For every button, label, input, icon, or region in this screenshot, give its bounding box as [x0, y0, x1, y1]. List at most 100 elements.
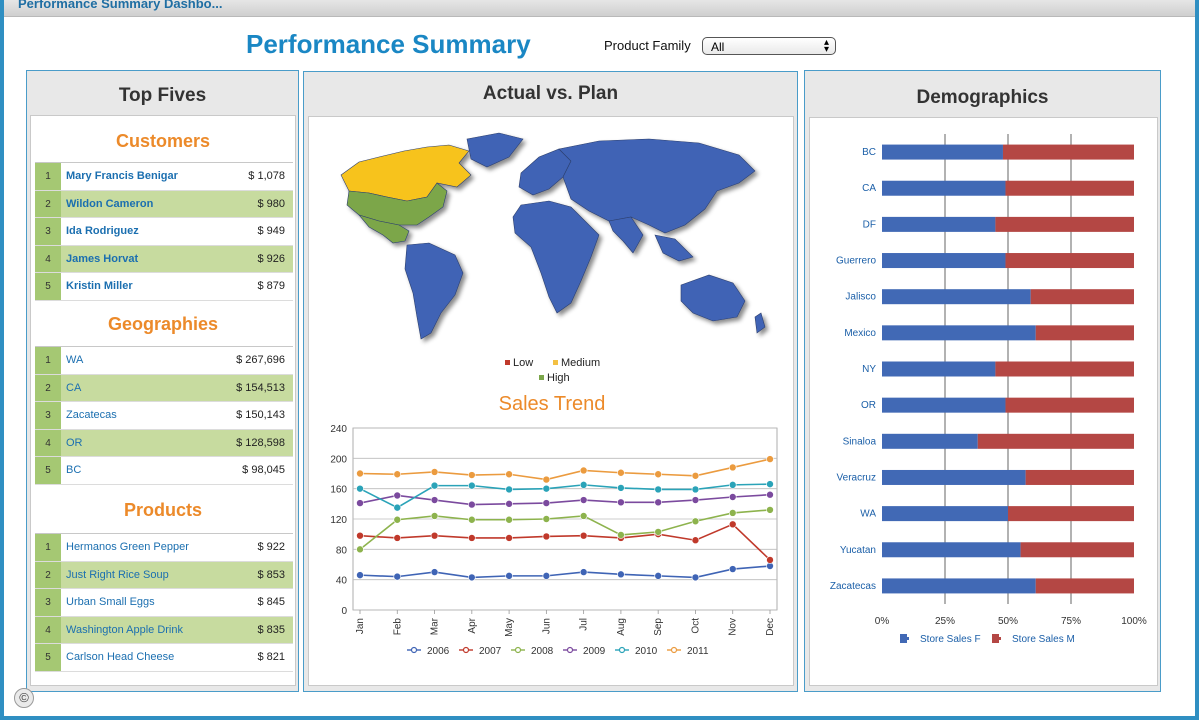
name-cell[interactable]: Wildon Cameron — [66, 197, 154, 210]
amount-cell: $ 853 — [257, 568, 285, 581]
rank-cell: 1 — [35, 347, 61, 374]
table-row[interactable]: 4 Washington Apple Drink $ 835 — [35, 616, 293, 644]
table-row[interactable]: 3 Urban Small Eggs $ 845 — [35, 589, 293, 617]
amount-cell: $ 835 — [257, 623, 285, 636]
name-cell[interactable]: CA — [66, 381, 82, 394]
map-region-south-asia[interactable] — [608, 216, 644, 254]
table-row[interactable]: 2 Wildon Cameron $ 980 — [35, 190, 293, 218]
data-point — [393, 491, 402, 500]
name-cell[interactable]: Carlson Head Cheese — [66, 651, 175, 663]
map-region-south-america[interactable] — [404, 242, 464, 340]
name-cell[interactable]: Just Right Rice Soup — [66, 568, 169, 581]
map-region-mexico[interactable] — [358, 214, 410, 244]
data-point — [356, 469, 364, 478]
rank-cell: 4 — [35, 616, 61, 643]
name-cell[interactable]: Mary Francis Benigar — [66, 170, 178, 182]
table-row[interactable]: 5 BC $ 98,045 — [35, 457, 293, 485]
name-cell[interactable]: Ida Rodriguez — [66, 225, 139, 237]
bar-store-sales-m — [995, 361, 1134, 377]
actual-vs-plan-title: Actual vs. Plan — [482, 83, 619, 104]
data-point — [691, 496, 700, 504]
legend-marker — [670, 646, 678, 654]
data-point — [430, 512, 439, 520]
data-point — [393, 503, 402, 512]
table-row[interactable]: 5 Kristin Miller $ 879 — [35, 273, 293, 301]
name-cell[interactable]: WA — [66, 354, 84, 366]
bar-store-sales-m — [1005, 397, 1134, 413]
y-tick-label: 120 — [330, 515, 347, 526]
category-label: Sinaloa — [843, 436, 877, 447]
map-region-australia[interactable] — [680, 274, 746, 322]
product-family-select[interactable]: All ▴ ▾ — [702, 37, 836, 55]
table-row[interactable]: 4 James Horvat $ 926 — [35, 245, 293, 273]
table-row[interactable]: 5 Carlson Head Cheese $ 821 — [35, 644, 293, 672]
page-title: Performance Summary — [246, 29, 531, 59]
amount-cell: $ 949 — [257, 225, 285, 237]
map-region-africa[interactable] — [512, 200, 600, 314]
data-point — [766, 556, 774, 564]
name-cell[interactable]: Hermanos Green Pepper — [66, 541, 189, 553]
map-legend-swatch — [553, 360, 558, 365]
data-point — [691, 517, 700, 526]
map-region-southeast-asia[interactable] — [654, 234, 694, 262]
category-label: BC — [862, 147, 876, 158]
data-point — [691, 485, 700, 494]
table-row[interactable]: 2 Just Right Rice Soup $ 853 — [35, 561, 293, 589]
data-point — [430, 481, 439, 490]
series-line-2006 — [359, 565, 771, 579]
customers-title: Customers — [115, 131, 211, 151]
data-point — [654, 498, 662, 507]
data-point — [393, 572, 402, 581]
products-table: 1 Hermanos Green Pepper $ 922 2 Just Right R… — [35, 534, 293, 672]
data-point — [542, 475, 551, 484]
table-row[interactable]: 2 CA $ 154,513 — [35, 374, 293, 402]
data-point — [356, 531, 364, 540]
legend-swatch — [992, 634, 999, 643]
category-label: Yucatan — [840, 545, 876, 556]
table-row[interactable]: 1 Hermanos Green Pepper $ 922 — [35, 534, 293, 562]
data-point — [505, 515, 513, 524]
map-region-asia[interactable] — [558, 138, 756, 234]
category-label: Mexico — [844, 328, 876, 339]
bar-store-sales-m — [1035, 578, 1134, 594]
map-legend-label: Medium — [561, 357, 600, 369]
amount-cell: $ 98,045 — [242, 464, 285, 476]
x-tick-label: Apr — [467, 617, 478, 633]
data-point — [505, 572, 513, 580]
map-region-greenland[interactable] — [466, 132, 524, 168]
map-region-new-zealand[interactable] — [754, 312, 766, 334]
bar-store-sales-f — [882, 325, 1036, 341]
rank-cell: 2 — [35, 561, 61, 588]
amount-cell: $ 128,598 — [236, 436, 285, 449]
category-label: Guerrero — [836, 256, 876, 267]
name-cell[interactable]: Zacatecas — [66, 409, 117, 421]
bar-store-sales-m — [1020, 542, 1134, 558]
bar-store-sales-m — [1025, 469, 1134, 485]
category-label: OR — [861, 400, 876, 411]
x-tick-label: 50% — [998, 616, 1018, 627]
data-point — [579, 481, 588, 489]
name-cell[interactable]: BC — [66, 464, 82, 476]
data-point — [430, 531, 439, 540]
name-cell[interactable]: OR — [66, 436, 83, 449]
name-cell[interactable]: Washington Apple Drink — [66, 623, 183, 636]
map-region-europe[interactable] — [518, 148, 572, 196]
series-line-2008 — [359, 509, 771, 550]
table-row[interactable]: 3 Ida Rodriguez $ 949 — [35, 218, 293, 246]
table-row[interactable]: 3 Zacatecas $ 150,143 — [35, 402, 293, 430]
table-row[interactable]: 4 OR $ 128,598 — [35, 429, 293, 457]
table-row[interactable]: 1 Mary Francis Benigar $ 1,078 — [35, 163, 293, 191]
copyright-icon[interactable]: © — [14, 688, 34, 708]
rank-cell: 5 — [35, 457, 61, 484]
category-label: Zacatecas — [830, 581, 876, 592]
data-point — [468, 471, 476, 479]
data-point — [617, 468, 625, 477]
name-cell[interactable]: Kristin Miller — [66, 280, 133, 292]
data-point — [579, 512, 588, 520]
rank-cell: 4 — [35, 245, 61, 272]
name-cell[interactable]: James Horvat — [66, 252, 139, 265]
table-row[interactable]: 1 WA $ 267,696 — [35, 347, 293, 375]
data-point — [356, 499, 364, 507]
name-cell[interactable]: Urban Small Eggs — [66, 596, 155, 608]
sales-trend-chart: 0 40 80 120 160 200 240 Jan Feb Mar Apr May Jun Jul Au… — [330, 424, 778, 657]
